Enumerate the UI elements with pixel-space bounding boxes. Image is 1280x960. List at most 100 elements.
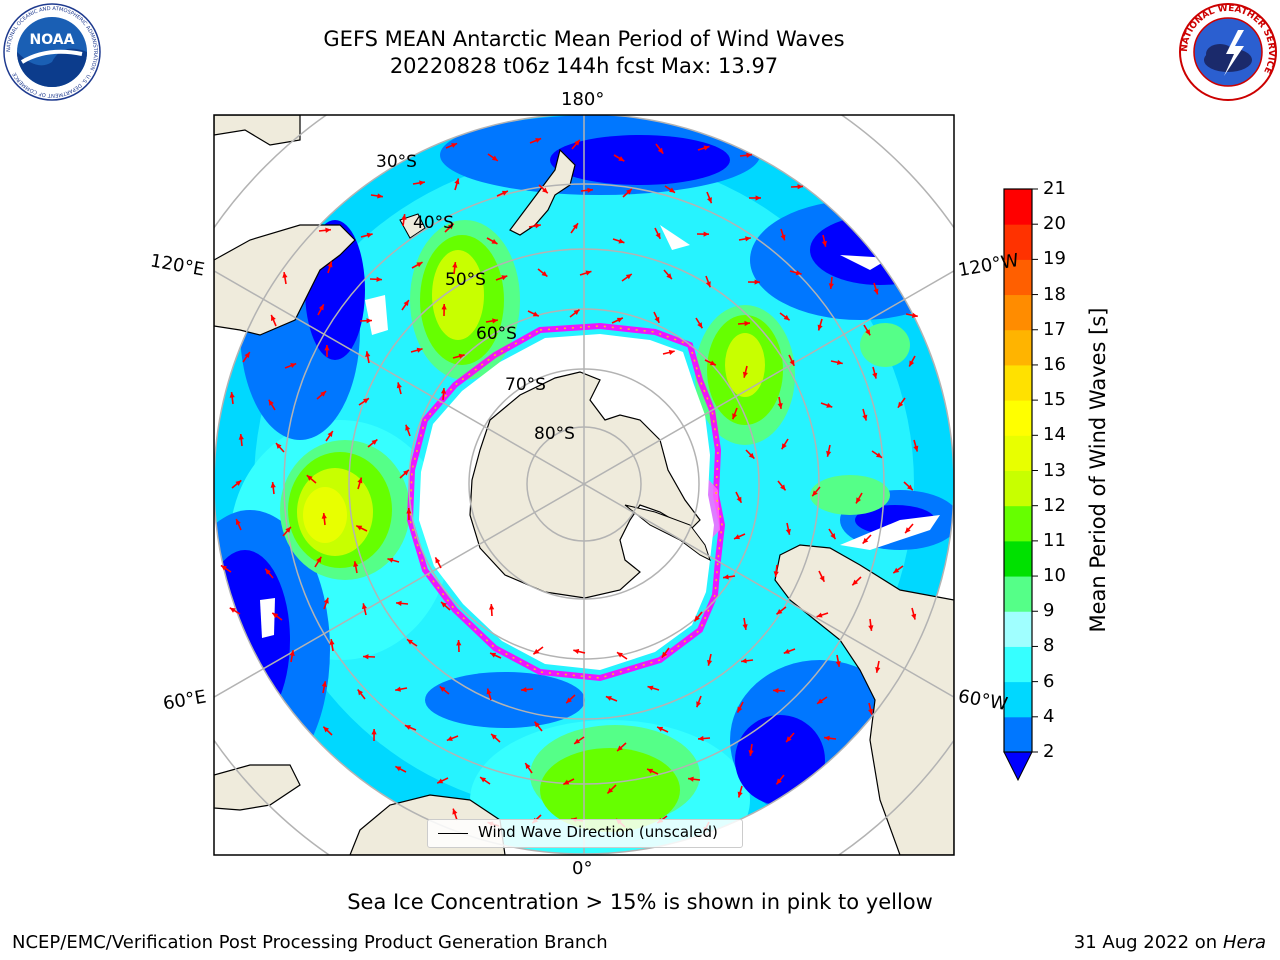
wind-wave-arrow-head <box>697 322 703 329</box>
wind-wave-arrow-head <box>229 607 236 613</box>
wind-wave-arrow-head <box>618 238 625 244</box>
wind-wave-arrow-head <box>709 360 716 366</box>
wind-wave-arrow-head <box>785 528 791 535</box>
wind-wave-arrow-head <box>439 686 446 692</box>
wind-wave-arrow-head <box>773 571 779 577</box>
wind-wave-arrow-head <box>812 490 818 497</box>
wind-wave-arrow-head <box>244 352 250 359</box>
australia-land <box>214 115 356 336</box>
wind-wave-arrow-head <box>789 359 795 366</box>
wind-wave-arrow-head <box>824 735 830 741</box>
wind-wave-arrow-head <box>734 534 741 540</box>
legend-line-swatch <box>438 833 468 834</box>
wind-wave-arrow-head <box>828 283 834 289</box>
wind-wave-arrow-head <box>542 187 548 194</box>
wind-wave-arrow-head <box>819 575 825 582</box>
wind-wave-arrow-head <box>572 223 578 230</box>
noaa-logo-text: NOAA <box>30 32 75 48</box>
wind-wave-arrow-head <box>617 745 623 752</box>
wind-wave-arrow-head <box>852 579 859 586</box>
wind-wave-arrow-head <box>776 778 782 785</box>
colorbar-tick-label: 12 <box>1043 494 1066 516</box>
wind-wave-arrow-head <box>321 681 327 688</box>
wind-wave-arrow-head <box>745 236 751 242</box>
wind-wave-arrow-head <box>585 270 592 276</box>
wind-wave-arrow-head <box>452 262 458 268</box>
colorbar-tick-label: 8 <box>1043 635 1055 657</box>
wind-wave-arrow-head <box>329 639 335 645</box>
wind-wave-arrow-head <box>377 193 383 199</box>
wind-wave-arrow-head <box>688 776 694 782</box>
graticule <box>214 115 954 855</box>
wind-wave-arrow-head <box>867 708 874 715</box>
wind-wave-arrow-head <box>365 351 371 358</box>
lat-label-40s: 40°S <box>413 213 454 233</box>
wind-wave-arrow-head <box>406 508 412 514</box>
wind-wave-arrow-head <box>835 661 841 667</box>
wind-wave-arrow-head <box>371 439 378 445</box>
wind-wave-arrow-head <box>238 434 244 440</box>
wind-wave-arrow-head <box>897 401 904 408</box>
colorbar-tick-label: 4 <box>1043 705 1055 727</box>
wind-wave-arrow-head <box>270 482 276 488</box>
wind-wave-arrow-head <box>826 402 833 408</box>
nws-logo: NATIONAL WEATHER SERVICE <box>1179 3 1277 101</box>
wind-wave-arrow-head <box>275 443 282 449</box>
wind-wave-arrow-head <box>616 317 623 323</box>
wind-wave-arrow-head <box>437 778 444 784</box>
wind-wave-arrow-head <box>356 525 363 531</box>
wind-wave-arrow-head <box>285 526 291 533</box>
wind-wave-arrow-head <box>416 347 423 353</box>
wind-wave-arrow-head <box>272 612 279 619</box>
wind-wave-arrow-head <box>229 392 235 398</box>
wind-wave-arrow-head <box>907 484 913 491</box>
legend-label: Wind Wave Direction (unscaled) <box>478 823 718 841</box>
run-date-credit: 31 Aug 2022 on Hera <box>1074 932 1266 953</box>
chart-title: GEFS MEAN Antarctic Mean Period of Wind … <box>323 27 845 51</box>
wind-wave-arrow-head <box>657 726 664 732</box>
wind-wave-arrow-head <box>353 561 359 568</box>
wind-wave-arrow-head <box>363 654 369 660</box>
wind-wave-arrow-head <box>406 639 413 645</box>
wind-wave-arrow-head <box>703 145 710 151</box>
wind-wave-arrow-head <box>376 276 382 282</box>
wind-wave-arrow-head <box>817 698 824 704</box>
wind-wave-arrow-head <box>830 533 836 540</box>
wind-wave-arrow-head <box>821 240 827 247</box>
colorbar-tick-label: 17 <box>1043 318 1066 340</box>
wind-wave-arrow-head <box>893 567 900 574</box>
wind-wave-arrow-head <box>777 403 783 409</box>
wind-wave-arrow-head <box>325 227 331 233</box>
wind-wave-arrow-head <box>574 139 580 146</box>
wind-wave-arrow-head <box>486 688 492 695</box>
colorbar-segment <box>1004 681 1032 718</box>
wind-wave-arrow-head <box>698 735 704 742</box>
lon-label-0: 0° <box>572 858 593 879</box>
wind-wave-arrow-head <box>783 314 790 321</box>
lat-label-80s: 80°S <box>534 424 575 444</box>
colorbar <box>1003 188 1038 782</box>
wind-wave-arrow-head <box>371 729 377 735</box>
wind-wave-arrow-head <box>773 688 779 694</box>
wind-wave-arrow-head <box>235 518 241 525</box>
wind-wave-arrow-head <box>451 143 458 148</box>
wind-wave-arrow-head <box>525 763 531 769</box>
wind-wave-arrow-head <box>357 689 364 696</box>
wind-wave-arrow-head <box>911 613 917 620</box>
wind-wave-arrow-head <box>909 360 915 367</box>
wind-wave-arrow-head <box>403 469 409 476</box>
wind-wave-arrow-head <box>235 480 242 486</box>
colorbar-tick-label: 20 <box>1043 213 1066 235</box>
wind-wave-arrow-head <box>320 391 327 397</box>
run-date: 31 Aug 2022 on <box>1073 932 1218 953</box>
wind-wave-arrow-head <box>454 178 460 185</box>
wind-wave-arrow-head <box>875 666 881 673</box>
colorbar-segment <box>1004 364 1032 401</box>
wind-wave-arrow-head <box>441 304 447 310</box>
wind-wave-arrow-head <box>541 271 548 277</box>
wind-wave-arrow-head <box>490 652 497 658</box>
wind-wave-arrow-head <box>289 650 295 656</box>
wind-wave-arrow-head <box>306 475 313 481</box>
wind-wave-arrow-head <box>737 791 743 798</box>
